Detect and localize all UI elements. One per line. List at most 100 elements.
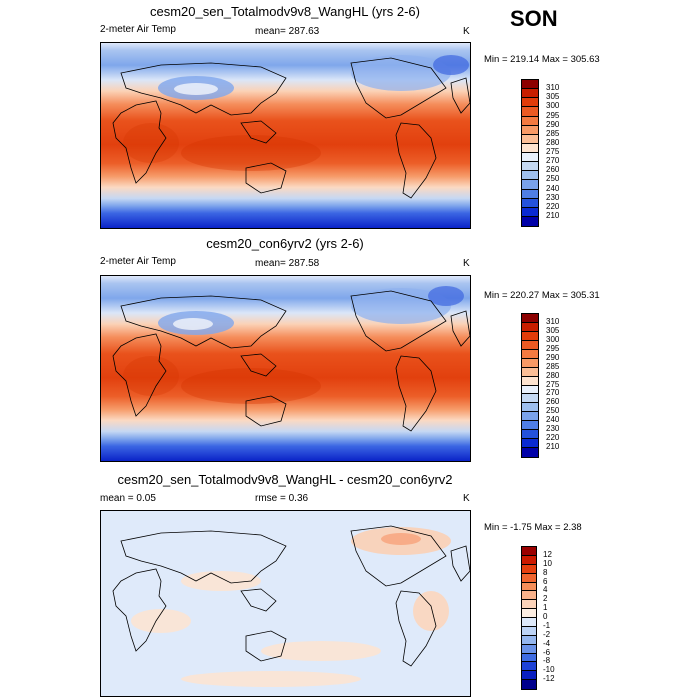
panel1-mean-label: mean= 287.63 [255, 26, 320, 37]
panel2-map [100, 275, 471, 462]
colorbar-tick-label: 275 [546, 147, 560, 156]
panel2-title: cesm20_con6yrv2 (yrs 2-6) [206, 236, 364, 251]
panel1-colorbar [521, 79, 539, 227]
colorbar-swatch [522, 555, 536, 565]
colorbar-tick-label: 240 [546, 415, 560, 425]
panel1-map [100, 42, 471, 229]
colorbar-tick-label: 300 [546, 334, 560, 344]
colorbar-swatch [522, 403, 538, 413]
colorbar-tick-label: 220 [546, 433, 560, 443]
colorbar-tick-label: 300 [546, 101, 560, 111]
colorbar-swatch [522, 394, 538, 404]
colorbar-swatch [522, 107, 538, 117]
colorbar-tick-label: -10 [543, 665, 555, 675]
colorbar-swatch [522, 430, 538, 440]
colorbar-swatch [522, 180, 538, 190]
panel2-mean-label: mean= 287.58 [255, 258, 320, 269]
panel3-colorbar [521, 546, 537, 690]
colorbar-swatch [522, 412, 538, 422]
colorbar-tick-label: 295 [546, 343, 560, 353]
colorbar-swatch [522, 162, 538, 172]
colorbar-tick-label: 220 [546, 201, 560, 211]
colorbar-swatch [522, 358, 538, 368]
panel1-minmax-label: Min = 219.14 Max = 305.63 [484, 54, 600, 65]
panel1-variable-label: 2-meter Air Temp [100, 24, 176, 35]
colorbar-tick-label: 305 [546, 92, 560, 102]
panel2-variable-label: 2-meter Air Temp [100, 256, 176, 267]
colorbar-tick-label: 290 [546, 352, 560, 362]
panel3-colorbar-labels: 12 10 8 6 4 2 1 0 -1 -2 -4 -6 -8 -10 -12 [543, 546, 573, 690]
colorbar-swatch [522, 671, 536, 681]
colorbar-swatch [522, 314, 538, 323]
colorbar-tick-label: 4 [543, 585, 548, 595]
panel2-colorbar-labels: 310 305 300 295 290 285 280 275 270 260 250 240 230 2… [546, 313, 576, 458]
panel1-title: cesm20_sen_Totalmodv9v8_WangHL (yrs 2-6) [150, 4, 420, 19]
colorbar-swatch [522, 573, 536, 583]
colorbar-swatch [522, 385, 538, 395]
colorbar-tick-label: -1 [543, 620, 551, 630]
panel3-rmse-label: rmse = 0.36 [255, 493, 309, 504]
colorbar-tick-label: 260 [546, 165, 560, 175]
panel1-map-field [101, 43, 470, 228]
colorbar-swatch [522, 448, 538, 457]
colorbar-swatch [522, 116, 538, 126]
colorbar-tick-label: 1 [543, 603, 548, 613]
panel3-map-field [101, 511, 470, 696]
panel2-colorbar [521, 313, 539, 458]
colorbar-swatch [522, 340, 538, 350]
colorbar-swatch [522, 367, 538, 377]
colorbar-tick-label: 10 [543, 558, 552, 568]
colorbar-tick-label: 270 [546, 156, 560, 166]
season-label: SON [510, 6, 558, 31]
colorbar-tick-label: 280 [546, 370, 560, 380]
colorbar-swatch [522, 653, 536, 663]
colorbar-tick-label: 270 [546, 388, 560, 398]
colorbar-swatch [522, 216, 538, 226]
colorbar-tick-label: 260 [546, 397, 560, 407]
colorbar-tick-label: 12 [543, 549, 552, 559]
colorbar-tick-label: 310 [546, 316, 560, 326]
panel1-colorbar-labels: 310 305 300 295 290 285 280 275 270 260 250 240 230 2… [546, 79, 576, 227]
colorbar-swatch [522, 125, 538, 135]
colorbar-tick-label: -2 [543, 629, 551, 639]
panel1-unit-label: K [463, 26, 470, 37]
panel3-mean-label: mean = 0.05 [100, 493, 156, 504]
colorbar-tick-label: 295 [546, 110, 560, 120]
panel2-map-field [101, 276, 470, 461]
colorbar-tick-label: 310 [546, 83, 560, 93]
panel3-minmax-label: Min = -1.75 Max = 2.38 [484, 522, 582, 533]
colorbar-swatch [522, 376, 538, 386]
colorbar-swatch [522, 331, 538, 341]
colorbar-swatch [522, 600, 536, 610]
panel3-map [100, 510, 471, 697]
colorbar-swatch [522, 644, 536, 654]
colorbar-tick-label: 210 [546, 442, 560, 452]
colorbar-swatch [522, 626, 536, 636]
colorbar-tick-label: -4 [543, 638, 551, 648]
colorbar-swatch [522, 189, 538, 199]
colorbar-swatch [522, 143, 538, 153]
colorbar-tick-label: 250 [546, 174, 560, 184]
colorbar-swatch [522, 207, 538, 217]
colorbar-swatch [522, 547, 536, 556]
colorbar-swatch [522, 564, 536, 574]
colorbar-swatch [522, 635, 536, 645]
colorbar-tick-label: 0 [543, 612, 548, 621]
colorbar-tick-label: 250 [546, 406, 560, 416]
colorbar-swatch [522, 680, 536, 689]
colorbar-tick-label: 6 [543, 576, 548, 586]
colorbar-swatch [522, 98, 538, 108]
colorbar-swatch [522, 134, 538, 144]
colorbar-swatch [522, 89, 538, 99]
colorbar-tick-label: 230 [546, 424, 560, 434]
colorbar-tick-label: 240 [546, 183, 560, 193]
colorbar-tick-label: 275 [546, 379, 560, 389]
panel2-unit-label: K [463, 258, 470, 269]
colorbar-swatch [522, 421, 538, 431]
colorbar-swatch [522, 662, 536, 672]
colorbar-swatch [522, 439, 538, 449]
colorbar-tick-label: 2 [543, 594, 548, 604]
colorbar-swatch [522, 349, 538, 359]
colorbar-tick-label: -12 [543, 674, 555, 684]
colorbar-swatch [522, 618, 536, 627]
